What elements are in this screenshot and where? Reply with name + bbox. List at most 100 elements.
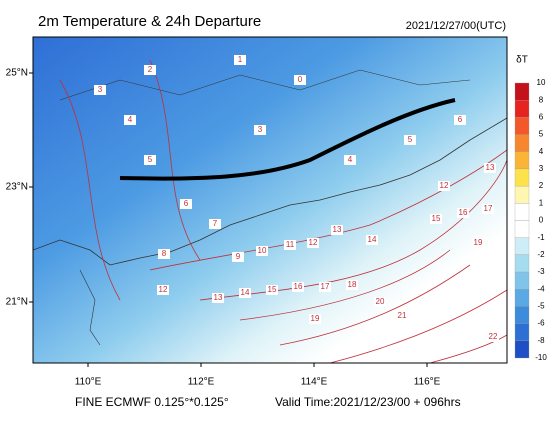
- colorbar-swatch: [514, 289, 530, 307]
- contour-label: 0: [298, 75, 303, 84]
- contour-label-box: [212, 293, 224, 303]
- colorbar-swatch: [514, 254, 530, 273]
- contour-label-box: [307, 238, 319, 248]
- contour-label: 14: [368, 235, 377, 244]
- contour-label-box: [256, 246, 268, 256]
- contour-label: 18: [348, 280, 357, 289]
- contour-label: 12: [159, 285, 168, 294]
- contour-label-box: [396, 311, 408, 321]
- contour-label: 20: [376, 297, 385, 306]
- contour-label-box: [374, 297, 386, 307]
- colorbar-label: 6: [539, 112, 544, 121]
- contour-label-box: [430, 214, 442, 224]
- colorbar-swatch: [514, 117, 530, 135]
- contour-label: 7: [213, 219, 218, 228]
- contour-label-box: [484, 163, 496, 173]
- colorbar-swatch: [514, 203, 530, 221]
- contour-label: 12: [440, 181, 449, 190]
- contour-label: 19: [311, 314, 320, 323]
- contour-label: 6: [458, 115, 463, 124]
- contour-label-box: [309, 314, 321, 324]
- colorbar-label: 1: [539, 198, 544, 207]
- contour-label: 15: [432, 214, 441, 223]
- contour-label: 9: [236, 252, 241, 261]
- colorbar-swatch: [514, 306, 530, 324]
- lat-label: 25°N: [6, 68, 28, 79]
- colorbar-swatch: [514, 271, 530, 290]
- contour-label-box: [180, 199, 192, 209]
- contour-label-box: [232, 252, 244, 262]
- contour-label: 3: [258, 125, 263, 134]
- contour-label-box: [319, 282, 331, 292]
- colorbar-label: -1: [537, 233, 545, 242]
- contour-label-box: [294, 75, 306, 85]
- contour-label: 8: [162, 249, 167, 258]
- contour-label: 11: [286, 240, 295, 249]
- colorbar-label: 0: [539, 216, 544, 225]
- contour-label-box: [254, 125, 266, 135]
- colorbar-label: 5: [539, 130, 544, 139]
- contour-label: 19: [474, 238, 483, 247]
- contour-label: 4: [128, 115, 133, 124]
- colorbar-swatch: [514, 151, 530, 170]
- contour-label-box: [292, 282, 304, 292]
- contour-label-box: [482, 204, 494, 214]
- contour-label: 17: [321, 282, 330, 291]
- contour-label-box: [366, 235, 378, 245]
- contour-label-box: [239, 288, 251, 298]
- contour-label-box: [209, 219, 221, 229]
- contour-label: 13: [333, 225, 342, 234]
- date: 2021/12/27/00(UTC): [406, 20, 506, 32]
- contour-label: 3: [98, 85, 103, 94]
- colorbar-swatch: [514, 100, 530, 118]
- contour-label: 21: [398, 311, 407, 320]
- colorbar-label: -10: [535, 353, 547, 362]
- colorbar-label: 8: [539, 95, 544, 104]
- contour-label-box: [266, 285, 278, 295]
- colorbar-label: -2: [537, 250, 545, 259]
- contour-label-box: [94, 85, 106, 95]
- lon-label: 110°E: [75, 377, 102, 388]
- contour-label: 12: [309, 238, 318, 247]
- colorbar-label: -5: [537, 302, 545, 311]
- contour-label: 16: [294, 282, 303, 291]
- contour-label: 10: [258, 246, 267, 255]
- colorbar-swatch: [514, 82, 530, 101]
- contour-label-box: [284, 240, 296, 250]
- contour-label-box: [404, 135, 416, 145]
- contour-label-box: [124, 115, 136, 125]
- lon-label: 114°E: [301, 377, 328, 388]
- colorbar-swatch: [514, 237, 530, 256]
- contour-label: 16: [459, 208, 468, 217]
- contour-label: 5: [408, 135, 413, 144]
- colorbar-label: 10: [537, 78, 546, 87]
- contour-label: 6: [184, 199, 189, 208]
- colorbar-swatch: [514, 340, 530, 359]
- lat-label: 21°N: [6, 297, 28, 308]
- contour-label-box: [487, 332, 499, 342]
- contour-label: 22: [489, 332, 498, 341]
- colorbar-title: δT: [516, 55, 528, 66]
- contour-label: 15: [268, 285, 277, 294]
- contour-label-box: [331, 225, 343, 235]
- footer-valid: Valid Time:2021/12/23/00 + 096hrs: [275, 395, 461, 409]
- colorbar-swatch: [514, 323, 530, 341]
- colorbar-label: 4: [539, 147, 544, 156]
- contour-label: 17: [484, 204, 493, 213]
- contour-label: 5: [148, 155, 153, 164]
- colorbar-label: -4: [537, 284, 545, 293]
- lon-label: 112°E: [188, 377, 215, 388]
- lon-label: 116°E: [414, 377, 441, 388]
- colorbar-label: 2: [539, 181, 544, 190]
- contour-label-box: [457, 208, 469, 218]
- contour-label: 1: [238, 55, 243, 64]
- contour-label-box: [158, 249, 170, 259]
- colorbar-label: -6: [537, 319, 545, 328]
- contour-label-box: [144, 65, 156, 75]
- contour-label: 13: [214, 293, 223, 302]
- title: 2m Temperature & 24h Departure: [38, 13, 261, 30]
- colorbar-swatch: [514, 220, 530, 238]
- contour-label: 2: [148, 65, 153, 74]
